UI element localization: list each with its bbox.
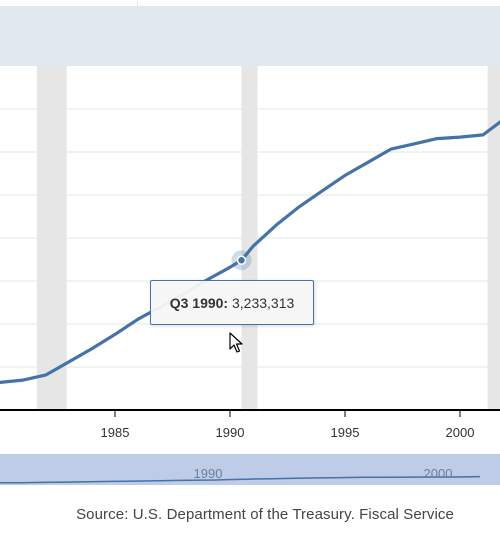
navigator-label: 1990 — [194, 466, 223, 481]
top-divider — [137, 0, 138, 6]
x-tick-label: 1995 — [331, 425, 360, 440]
top-strip — [0, 0, 500, 6]
chart-header-band — [0, 6, 500, 66]
source-note: Source: U.S. Department of the Treasury.… — [76, 506, 454, 523]
series-line[interactable] — [0, 118, 500, 384]
tooltip-label: Q3 1990: — [169, 295, 229, 311]
x-tick-label: 2000 — [446, 425, 475, 440]
highlight-point[interactable] — [236, 255, 247, 266]
x-tick-label: 1990 — [216, 425, 245, 440]
x-tick-label: 1985 — [101, 425, 130, 440]
navigator-series-line — [0, 475, 481, 484]
mouse-cursor-icon — [229, 332, 243, 353]
tooltip-value: 3,233,313 — [231, 295, 295, 311]
navigator-label: 2000 — [424, 466, 453, 481]
line-chart[interactable]: 1985199019952000198019902000 — [0, 0, 500, 500]
data-tooltip: Q3 1990: 3,233,313 — [150, 280, 314, 325]
